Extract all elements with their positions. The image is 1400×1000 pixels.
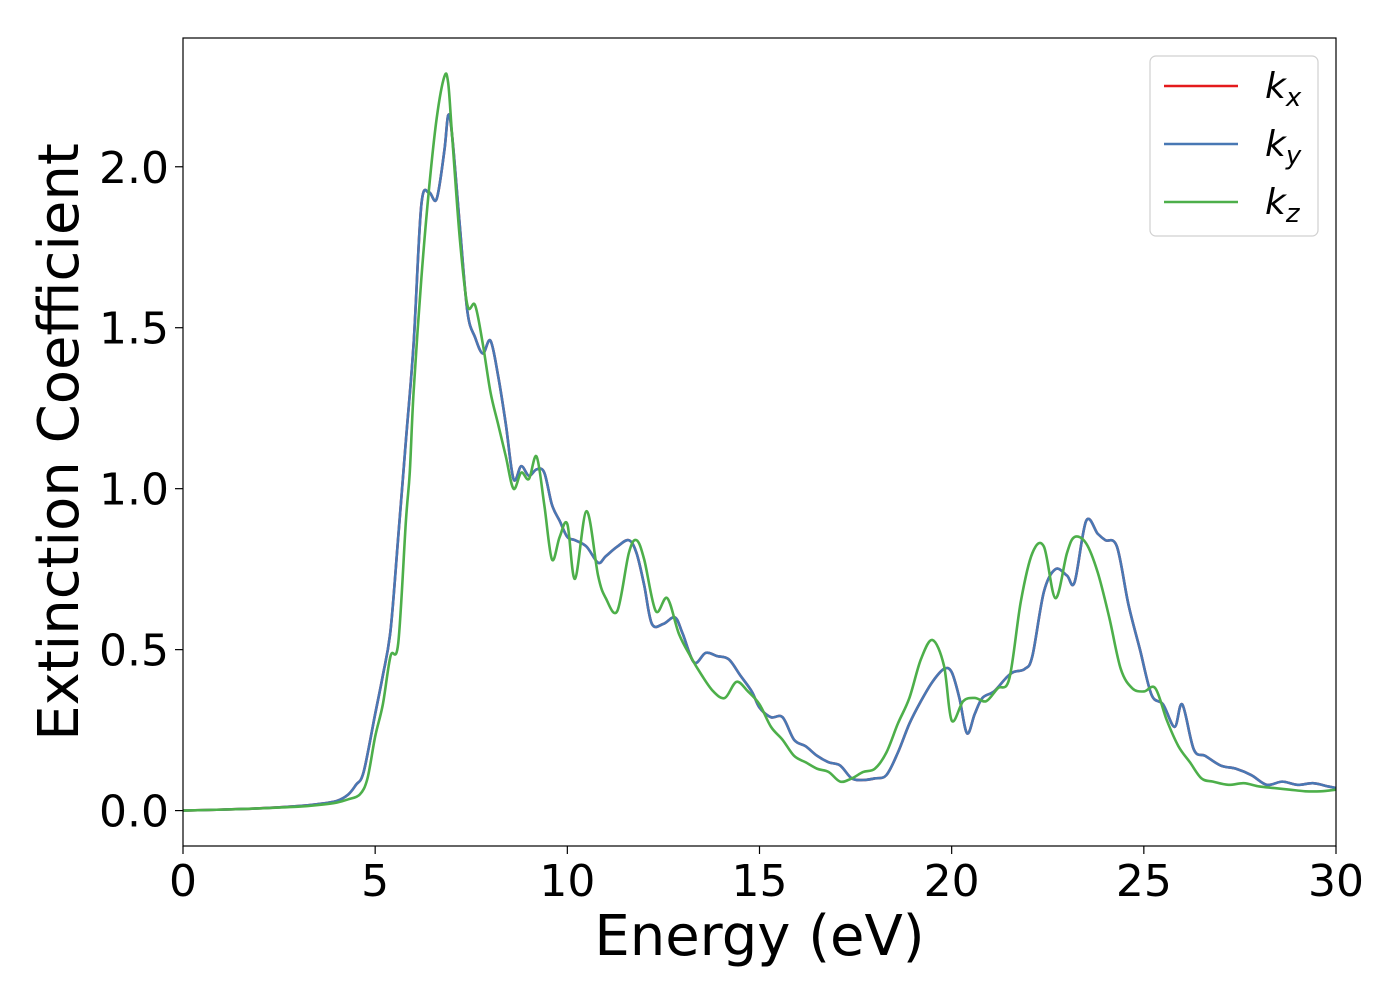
legend-label-x: kx	[1265, 66, 1302, 113]
x-tick-label: 30	[1308, 856, 1364, 907]
x-tick-label: 20	[924, 856, 980, 907]
x-tick-label: 25	[1116, 856, 1172, 907]
series-line-y	[182, 113, 1337, 812]
y-axis-title: Extinction Coefficient	[27, 143, 92, 741]
y-tick-label: 0.5	[99, 626, 169, 677]
series-line-z	[182, 72, 1337, 812]
legend-box	[1149, 55, 1319, 237]
x-tick-label: 5	[361, 856, 389, 907]
x-tick-label: 0	[169, 856, 197, 907]
legend: kx ky kz	[1149, 55, 1319, 237]
series-layer	[182, 72, 1337, 812]
y-tick-label: 2.0	[99, 143, 169, 194]
x-tick-label: 10	[539, 856, 595, 907]
x-axis-title: Energy (eV)	[594, 904, 924, 969]
y-tick-label: 0.0	[99, 787, 169, 838]
y-tick-label: 1.5	[99, 304, 169, 355]
y-tick-label: 1.0	[99, 465, 169, 516]
ticks-layer: 0 5 10 15 20 25 30 0.0 0.5 1.0 1.5 2.0	[99, 143, 1364, 907]
legend-label-z: kz	[1265, 182, 1301, 229]
x-tick-label: 15	[732, 856, 788, 907]
legend-label-y: ky	[1265, 124, 1302, 171]
